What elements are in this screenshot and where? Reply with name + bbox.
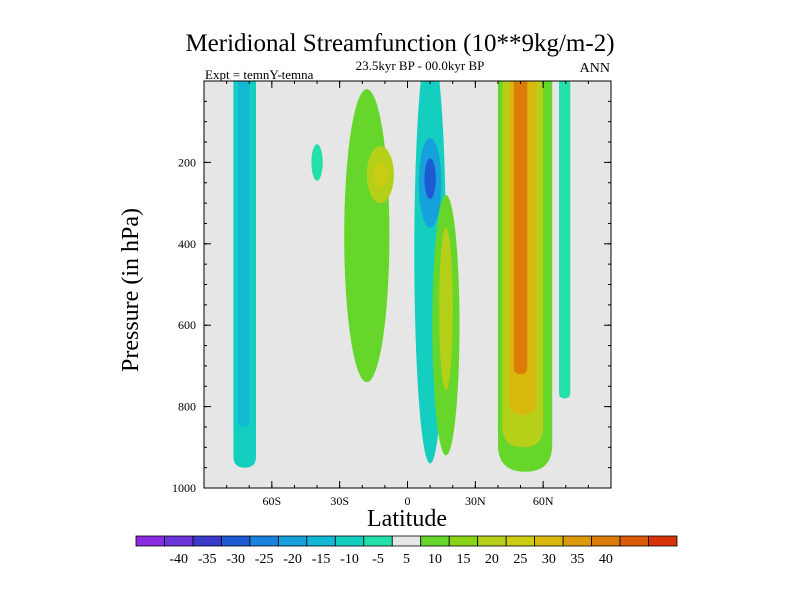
colorbar-swatch xyxy=(306,535,336,547)
y-tick-label: 600 xyxy=(178,318,196,332)
colorbar-swatch xyxy=(221,535,251,547)
colorbar-label: 20 xyxy=(485,552,499,567)
x-axis-label: Latitude xyxy=(367,506,447,532)
chart-subtitle-period: 23.5kyr BP - 00.0kyr BP xyxy=(355,58,485,73)
colorbar-label: 10 xyxy=(428,552,442,567)
colorbar-label: 35 xyxy=(570,552,584,567)
midlatitude-positive-core xyxy=(513,81,528,375)
colorbar-swatch xyxy=(334,535,365,547)
colorbar-label: 5 xyxy=(403,552,410,567)
y-tick-label: 1000 xyxy=(172,481,196,495)
colorbar-swatch xyxy=(448,535,479,547)
colorbar-swatch xyxy=(505,535,536,547)
colorbar-swatch xyxy=(420,535,450,547)
northern-negative-column xyxy=(558,81,571,399)
southern-negative-core xyxy=(237,81,250,427)
colorbar-swatch xyxy=(363,535,393,547)
colorbar-label: -10 xyxy=(340,552,359,567)
tropical-positive-max xyxy=(373,162,388,187)
colorbar-swatch xyxy=(619,535,649,547)
colorbar-label: -40 xyxy=(169,552,188,567)
colorbar-label: 15 xyxy=(456,552,470,567)
colorbar-swatch xyxy=(477,535,507,547)
colorbar-swatch xyxy=(192,535,222,547)
y-tick-label: 400 xyxy=(178,237,196,251)
colorbar-label: -15 xyxy=(312,552,331,567)
colorbar-label: -25 xyxy=(255,552,274,567)
colorbar-swatch xyxy=(249,535,279,547)
colorbar-swatch xyxy=(562,535,592,547)
colorbar-swatch xyxy=(164,535,194,547)
x-tick-label: 60N xyxy=(533,494,554,508)
x-tick-label: 60S xyxy=(262,494,281,508)
chart-title: Meridional Streamfunction (10**9kg/m-2) xyxy=(185,30,615,57)
colorbar: -40 -35 -30 -25 -20 -15 -10 -5 5 10 15 20 25 30 35 40 xyxy=(135,535,678,567)
y-tick-label: 800 xyxy=(178,400,196,414)
x-tick-label: 0 xyxy=(405,494,411,508)
colorbar-swatch xyxy=(648,535,678,547)
x-tick-label: 30S xyxy=(330,494,349,508)
colorbar-label: 25 xyxy=(513,552,527,567)
colorbar-swatch xyxy=(534,535,564,547)
chart-subtitle-season: ANN xyxy=(579,61,610,76)
colorbar-swatch xyxy=(135,535,165,547)
equatorial-negative-max xyxy=(424,158,436,200)
colorbar-swatch xyxy=(277,535,308,547)
y-axis-label: Pressure (in hPa) xyxy=(118,208,144,372)
colorbar-swatch xyxy=(591,535,621,547)
colorbar-label: -20 xyxy=(283,552,302,567)
x-tick-label: 30N xyxy=(465,494,486,508)
colorbar-label: 30 xyxy=(542,552,556,567)
small-negative-cell xyxy=(311,144,323,181)
colorbar-label: 40 xyxy=(599,552,613,567)
colorbar-label: -30 xyxy=(226,552,245,567)
northern-positive-core xyxy=(439,227,453,391)
colorbar-label: -35 xyxy=(198,552,217,567)
chart-subtitle-experiment: Expt = temnY-temna xyxy=(205,67,314,82)
colorbar-swatch xyxy=(391,535,422,547)
y-tick-label: 200 xyxy=(178,155,196,169)
colorbar-label: -5 xyxy=(372,552,384,567)
tropical-positive-tongue xyxy=(344,89,390,383)
